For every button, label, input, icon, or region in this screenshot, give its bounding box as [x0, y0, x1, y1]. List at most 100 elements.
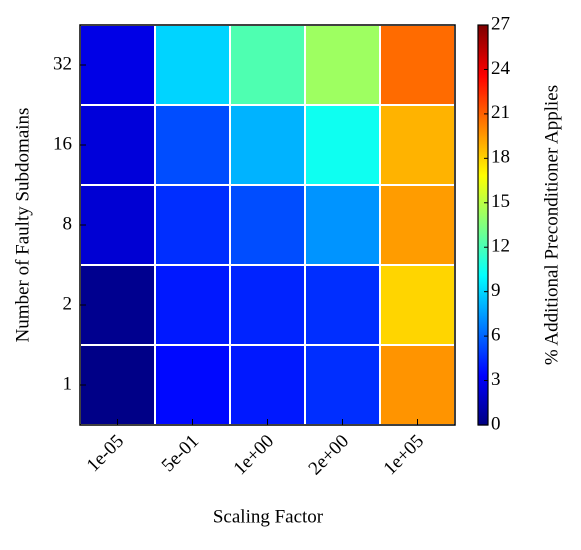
colorbar-segment: [478, 405, 488, 408]
colorbar-segment: [478, 261, 488, 264]
colorbar-segment: [478, 191, 488, 194]
colorbar-segment: [478, 347, 488, 350]
heatmap-cell: [304, 104, 381, 186]
x-tick-label: 1e+05: [380, 431, 429, 480]
colorbar-segment: [478, 399, 488, 402]
x-tick-label: 5e-01: [158, 431, 203, 476]
colorbar-segment: [478, 43, 488, 46]
colorbar-segment: [478, 223, 488, 226]
colorbar-segment: [478, 141, 488, 144]
colorbar-segment: [478, 385, 488, 388]
y-tick-label: 2: [63, 293, 73, 314]
colorbar-segment: [478, 345, 488, 348]
colorbar-segment: [478, 169, 488, 172]
colorbar-segment: [478, 239, 488, 242]
colorbar-segment: [478, 41, 488, 44]
colorbar-segment: [478, 283, 488, 286]
colorbar-segment: [478, 209, 488, 212]
colorbar-segment: [478, 81, 488, 84]
colorbar-segment: [478, 359, 488, 362]
colorbar-segment: [478, 181, 488, 184]
colorbar-segment: [478, 175, 488, 178]
colorbar-segment: [478, 95, 488, 98]
heatmap-cell: [79, 264, 156, 346]
colorbar-tick-label: 15: [491, 191, 510, 212]
colorbar-segment: [478, 353, 488, 356]
colorbar-segment: [478, 153, 488, 156]
colorbar-tick-label: 27: [491, 13, 510, 34]
colorbar-segment: [478, 333, 488, 336]
colorbar-segment: [478, 197, 488, 200]
heatmap-cell: [79, 344, 156, 426]
colorbar-segment: [478, 109, 488, 112]
colorbar-segment: [478, 301, 488, 304]
colorbar-segment: [478, 113, 488, 116]
colorbar-segment: [478, 83, 488, 86]
colorbar-segment: [478, 87, 488, 90]
colorbar-segment: [478, 307, 488, 310]
colorbar-segment: [478, 319, 488, 322]
colorbar-tick-label: 3: [491, 369, 501, 390]
x-tick-label: 2e+00: [305, 431, 354, 480]
colorbar-segment: [478, 29, 488, 32]
colorbar-segment: [478, 421, 488, 424]
heatmap-cell: [229, 344, 306, 426]
colorbar-segment: [478, 391, 488, 394]
colorbar-segment: [478, 125, 488, 128]
colorbar-segment: [478, 407, 488, 410]
colorbar-segment: [478, 285, 488, 288]
heatmap-cell: [154, 104, 231, 186]
colorbar-tick-label: 6: [491, 324, 501, 345]
colorbar-segment: [478, 281, 488, 284]
colorbar-segment: [478, 135, 488, 138]
colorbar-segment: [478, 401, 488, 404]
heatmap-cell: [379, 184, 456, 266]
x-tick-label: 1e-05: [83, 431, 128, 476]
colorbar-segment: [478, 131, 488, 134]
colorbar-segment: [478, 163, 488, 166]
colorbar-segment: [478, 349, 488, 352]
colorbar-segment: [478, 305, 488, 308]
colorbar-segment: [478, 375, 488, 378]
y-tick-label: 32: [53, 53, 72, 74]
colorbar-segment: [478, 417, 488, 420]
colorbar-segment: [478, 243, 488, 246]
colorbar-segment: [478, 71, 488, 74]
colorbar-segment: [478, 213, 488, 216]
colorbar-segment: [478, 373, 488, 376]
colorbar-segment: [478, 341, 488, 344]
x-axis-label: Scaling Factor: [213, 506, 324, 527]
colorbar-segment: [478, 267, 488, 270]
colorbar-segment: [478, 317, 488, 320]
colorbar-segment: [478, 339, 488, 342]
colorbar-tick-label: 0: [491, 413, 501, 434]
heatmap-cell: [379, 264, 456, 346]
colorbar-segment: [478, 167, 488, 170]
colorbar-segment: [478, 321, 488, 324]
colorbar-segment: [478, 247, 488, 250]
heatmap-cell: [229, 184, 306, 266]
heatmap-cell: [304, 344, 381, 426]
colorbar-segment: [478, 241, 488, 244]
colorbar-segment: [478, 289, 488, 292]
colorbar-segment: [478, 207, 488, 210]
colorbar-segment: [478, 195, 488, 198]
colorbar-segment: [478, 77, 488, 80]
colorbar-segment: [478, 229, 488, 232]
colorbar-segment: [478, 103, 488, 106]
colorbar-segment: [478, 37, 488, 40]
colorbar-segment: [478, 381, 488, 384]
colorbar-segment: [478, 165, 488, 168]
colorbar-segment: [478, 225, 488, 228]
colorbar-segment: [478, 219, 488, 222]
colorbar-segment: [478, 265, 488, 268]
colorbar-segment: [478, 101, 488, 104]
colorbar-segment: [478, 215, 488, 218]
colorbar-segment: [478, 39, 488, 42]
heatmap-cell: [229, 24, 306, 106]
heatmap-cell: [379, 344, 456, 426]
colorbar-segment: [478, 295, 488, 298]
colorbar-segment: [478, 145, 488, 148]
heatmap-cell: [304, 264, 381, 346]
colorbar-segment: [478, 419, 488, 422]
